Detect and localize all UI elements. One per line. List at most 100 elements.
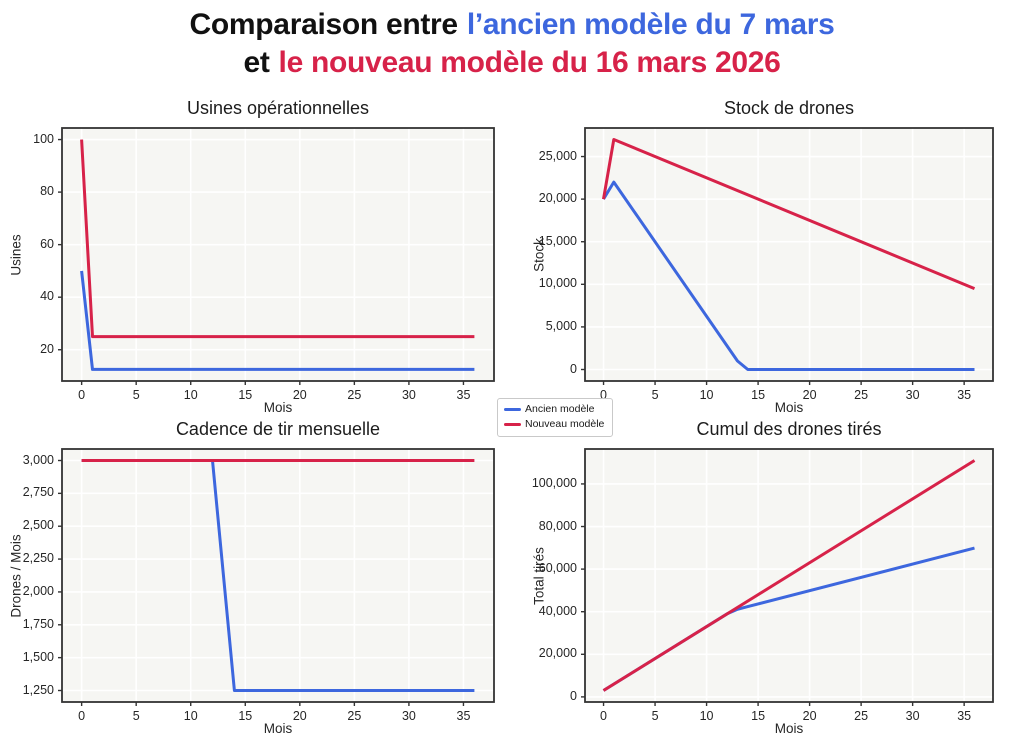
chart-title: Cadence de tir mensuelle xyxy=(175,419,381,439)
chart-title: Stock de drones xyxy=(723,98,855,118)
x-tick-label: 35 xyxy=(957,388,972,402)
x-tick-label: 30 xyxy=(401,388,416,402)
x-tick-label: 15 xyxy=(751,388,766,402)
x-tick-label: 20 xyxy=(802,388,817,402)
y-tick-label: 15,000 xyxy=(538,233,577,248)
x-tick-label: 10 xyxy=(183,388,198,402)
legend-label: Nouveau modèle xyxy=(525,418,605,430)
series-line-nouveau-mod-le xyxy=(602,138,976,290)
figure-title-line2: et le nouveau modèle du 16 mars 2026 xyxy=(0,44,1024,82)
legend-label: Ancien modèle xyxy=(525,403,595,415)
y-tick-label: 1,250 xyxy=(22,682,54,697)
chart-cumul-drones-tires: Cumul des drones tirés Total tirés Mois … xyxy=(532,419,994,736)
x-tick-label: 10 xyxy=(699,709,714,723)
y-tick-label: 2,250 xyxy=(22,551,54,566)
y-axis-label: Total tirés xyxy=(531,546,547,605)
plot-background xyxy=(585,128,993,381)
y-tick-label: 10,000 xyxy=(538,276,577,291)
y-tick-label: 40 xyxy=(40,289,54,304)
chart-stock-de-drones: Stock de drones Stock Mois 0 5 10 15 20 25 30 3… xyxy=(532,98,994,415)
x-tick-label: 10 xyxy=(699,388,714,402)
x-tick-label: 25 xyxy=(854,388,869,402)
plot-area xyxy=(58,127,495,385)
x-tick-label: 20 xyxy=(802,709,817,723)
plot-background xyxy=(62,128,494,381)
x-tick-label: 35 xyxy=(456,709,471,723)
y-tick-label: 0 xyxy=(570,361,577,376)
y-tick-label: 2,000 xyxy=(22,583,54,598)
x-tick-label: 35 xyxy=(456,388,471,402)
y-tick-label: 0 xyxy=(570,688,577,703)
x-tick-label: 0 xyxy=(600,388,608,402)
y-tick-label: 25,000 xyxy=(538,148,577,163)
figure-title-new-model-text: le nouveau modèle du 16 mars 2026 xyxy=(278,46,781,79)
figure-title-line1-prefix: Comparaison entre xyxy=(189,8,459,41)
x-axis-label: Mois xyxy=(774,400,804,415)
plot-area xyxy=(581,127,994,385)
x-tick-label: 0 xyxy=(78,709,86,723)
figure-title: Comparaison entre l’ancien modèle du 7 ma… xyxy=(0,6,1024,82)
axes-frame xyxy=(584,127,994,382)
plot-area xyxy=(581,448,994,706)
x-tick-label: 30 xyxy=(905,709,920,723)
x-tick-label: 25 xyxy=(347,709,362,723)
y-tick-label: 1,500 xyxy=(22,649,54,664)
chart-title: Cumul des drones tirés xyxy=(696,419,882,439)
y-tick-label: 60 xyxy=(40,236,54,251)
x-tick-label: 5 xyxy=(132,388,140,402)
axes-frame xyxy=(61,127,495,382)
series-line-nouveau-mod-le xyxy=(80,139,475,339)
x-tick-label: 30 xyxy=(905,388,920,402)
series-line-nouveau-mod-le xyxy=(602,459,976,692)
plot-area xyxy=(58,448,495,706)
y-tick-label: 5,000 xyxy=(545,318,577,333)
y-tick-label: 60,000 xyxy=(538,561,577,576)
y-tick-label: 100,000 xyxy=(531,475,577,490)
y-tick-label: 20 xyxy=(40,341,54,356)
x-axis-label: Mois xyxy=(774,721,804,736)
legend-item-nouveau-modele: Nouveau modèle xyxy=(504,419,604,430)
y-tick-label: 1,750 xyxy=(22,616,54,631)
x-tick-label: 5 xyxy=(651,388,659,402)
series-line-ancien-mod-le xyxy=(602,180,975,371)
x-tick-label: 35 xyxy=(957,709,972,723)
y-tick-label: 80,000 xyxy=(538,518,577,533)
axes-frame xyxy=(584,448,994,703)
series-line-ancien-mod-le xyxy=(80,270,475,371)
x-tick-label: 25 xyxy=(854,709,869,723)
nouveau-modele-line-icon xyxy=(504,423,521,426)
y-tick-label: 20,000 xyxy=(538,646,577,661)
y-tick-label: 20,000 xyxy=(538,191,577,206)
y-tick-label: 2,750 xyxy=(22,485,54,500)
axes-frame xyxy=(61,448,495,703)
legend: Ancien modèle Nouveau modèle xyxy=(497,398,614,437)
x-tick-label: 15 xyxy=(751,709,766,723)
chart-cadence-de-tir: Cadence de tir mensuelle Drones / Mois M… xyxy=(9,419,495,736)
chart-usines-operationnelles: Usines opérationnelles Usines Mois 0 5 10 1… xyxy=(9,98,495,415)
chart-title: Usines opérationnelles xyxy=(186,98,370,118)
x-tick-label: 20 xyxy=(292,709,307,723)
x-axis-label: Mois xyxy=(263,400,293,415)
x-axis-label: Mois xyxy=(263,721,293,736)
y-tick-label: 2,500 xyxy=(22,518,54,533)
y-tick-label: 3,000 xyxy=(22,452,54,467)
x-tick-label: 20 xyxy=(292,388,307,402)
figure-title-line2-prefix: et xyxy=(243,46,270,79)
x-tick-label: 30 xyxy=(401,709,416,723)
x-tick-label: 10 xyxy=(183,709,198,723)
x-tick-label: 0 xyxy=(78,388,86,402)
y-tick-label: 40,000 xyxy=(538,603,577,618)
y-tick-label: 100 xyxy=(33,131,54,146)
ancien-modele-line-icon xyxy=(504,408,521,411)
x-tick-label: 5 xyxy=(651,709,659,723)
x-tick-label: 0 xyxy=(600,709,608,723)
y-tick-label: 80 xyxy=(40,184,54,199)
figure-title-old-model-text: l’ancien modèle du 7 mars xyxy=(466,8,835,41)
x-tick-label: 25 xyxy=(347,388,362,402)
x-tick-label: 5 xyxy=(132,709,140,723)
figure-title-line1: Comparaison entre l’ancien modèle du 7 ma… xyxy=(0,6,1024,44)
y-axis-label: Drones / Mois xyxy=(8,533,24,618)
plot-background xyxy=(62,449,494,702)
legend-item-ancien-modele: Ancien modèle xyxy=(504,404,604,415)
